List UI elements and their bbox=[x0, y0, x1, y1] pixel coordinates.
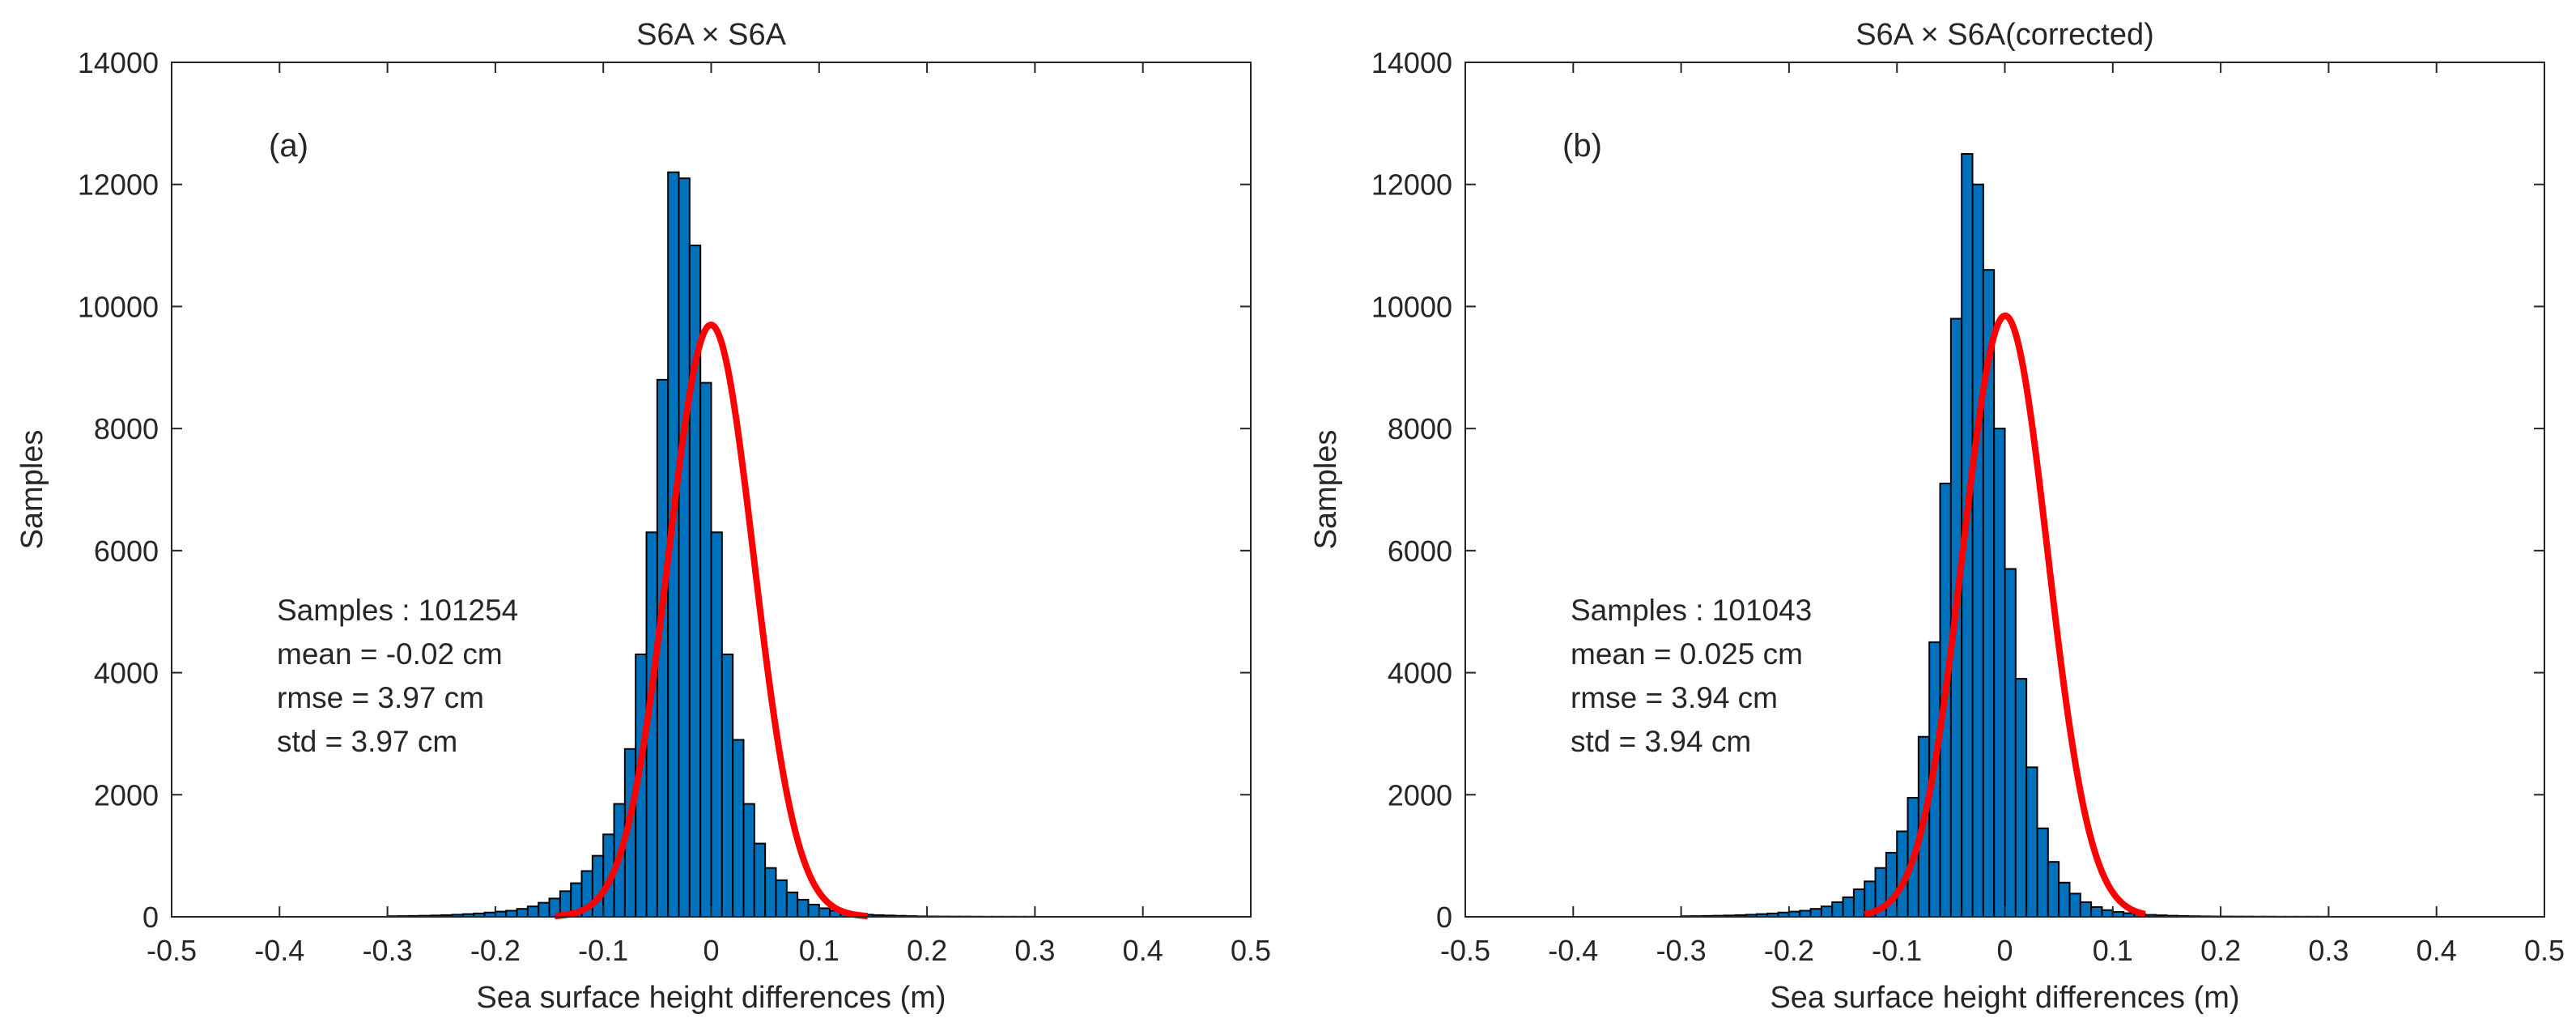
y-tick-label: 12000 bbox=[78, 168, 159, 202]
y-tick-label: 2000 bbox=[1388, 778, 1452, 812]
y-tick-label: 6000 bbox=[94, 535, 159, 568]
stats-mean-a: mean = -0.02 cm bbox=[277, 637, 503, 671]
x-axis-label-b: Sea surface height differences (m) bbox=[1770, 981, 2239, 1015]
y-tick-label: 6000 bbox=[1388, 535, 1452, 568]
stats-std-a: std = 3.97 cm bbox=[277, 725, 457, 758]
x-tick-label: 0.5 bbox=[2524, 934, 2565, 967]
y-tick-label: 10000 bbox=[78, 290, 159, 323]
stats-rmse-a: rmse = 3.97 cm bbox=[277, 681, 484, 714]
x-tick-label: 0.4 bbox=[1123, 934, 1163, 967]
y-tick-label: 10000 bbox=[1371, 290, 1452, 323]
x-tick-label: -0.1 bbox=[578, 934, 628, 967]
histogram-bar bbox=[807, 903, 820, 918]
histogram-bar bbox=[2079, 901, 2093, 918]
y-tick-label: 8000 bbox=[1388, 412, 1452, 445]
histogram-bar bbox=[538, 901, 550, 918]
x-tick-label: 0.1 bbox=[799, 934, 840, 967]
x-axis-label-a: Sea surface height differences (m) bbox=[476, 981, 946, 1015]
histogram-bar bbox=[526, 905, 540, 918]
histogram-bar bbox=[818, 907, 831, 918]
axis-ticks-b: -0.5 -0.4 -0.3 -0.2 -0.1 0 0.1 0.2 0.3 0.4 0.5 0 200… bbox=[1371, 46, 2565, 967]
histogram-bar bbox=[699, 381, 712, 918]
x-tick-label: 0.3 bbox=[2308, 934, 2349, 967]
y-tick-label: 14000 bbox=[1371, 46, 1452, 79]
y-axis-label-a: Samples bbox=[15, 430, 49, 550]
histogram-bar bbox=[1842, 896, 1855, 918]
x-tick-label: -0.1 bbox=[1872, 934, 1922, 967]
gaussian-fit-line-b bbox=[1862, 312, 2148, 918]
histogram-panel-b: -0.5 -0.4 -0.3 -0.2 -0.1 0 0.1 0.2 0.3 0.4 0.5 0 200… bbox=[1309, 18, 2565, 1015]
histogram-bar bbox=[721, 653, 734, 918]
histogram-bar bbox=[1852, 888, 1866, 918]
histogram-bar bbox=[775, 879, 788, 918]
x-tick-label: -0.4 bbox=[254, 934, 304, 967]
histogram-bar bbox=[2026, 766, 2038, 918]
histogram-bar bbox=[516, 908, 529, 918]
stats-samples-a: Samples : 101254 bbox=[277, 594, 518, 627]
y-axis-label-b: Samples bbox=[1309, 430, 1343, 550]
y-tick-label: 4000 bbox=[1388, 657, 1452, 690]
y-tick-label: 0 bbox=[142, 901, 159, 934]
x-tick-label: -0.2 bbox=[1764, 934, 1814, 967]
histogram-bar bbox=[764, 867, 777, 918]
y-tick-label: 2000 bbox=[94, 778, 159, 812]
histogram-panel-a: -0.5 -0.4 -0.3 -0.2 -0.1 0 0.1 0.2 0.3 0.4 0.5 0 200… bbox=[15, 18, 1271, 1015]
histogram-bar bbox=[2101, 909, 2114, 918]
x-tick-label: -0.2 bbox=[470, 934, 521, 967]
histogram-bar bbox=[732, 739, 745, 918]
histogram-bars-b bbox=[1680, 153, 2330, 918]
histogram-bar bbox=[678, 177, 691, 918]
histogram-bar bbox=[753, 842, 767, 918]
histogram-bar bbox=[1809, 908, 1822, 918]
histogram-bar bbox=[1799, 910, 1812, 918]
histogram-bar bbox=[2014, 678, 2028, 918]
stats-samples-b: Samples : 101043 bbox=[1571, 594, 1812, 627]
y-tick-label: 12000 bbox=[1371, 168, 1452, 202]
y-tick-label: 14000 bbox=[78, 46, 159, 79]
y-tick-label: 0 bbox=[1436, 901, 1452, 934]
x-tick-label: 0.1 bbox=[2093, 934, 2133, 967]
x-tick-label: -0.5 bbox=[1440, 934, 1490, 967]
axis-ticks-a: -0.5 -0.4 -0.3 -0.2 -0.1 0 0.1 0.2 0.3 0.4 0.5 0 200… bbox=[78, 46, 1271, 967]
histogram-bar bbox=[785, 891, 799, 918]
x-tick-label: 0 bbox=[703, 934, 719, 967]
histogram-bar bbox=[1971, 183, 1984, 918]
x-tick-label: 0.2 bbox=[2200, 934, 2241, 967]
histogram-bar bbox=[797, 898, 810, 918]
histogram-bar bbox=[505, 910, 518, 918]
x-tick-label: 0.2 bbox=[907, 934, 947, 967]
x-tick-label: -0.3 bbox=[363, 934, 413, 967]
x-tick-label: -0.3 bbox=[1656, 934, 1707, 967]
chart-title-a: S6A × S6A bbox=[636, 18, 787, 52]
x-tick-label: -0.5 bbox=[147, 934, 197, 967]
x-tick-label: 0.4 bbox=[2417, 934, 2457, 967]
x-tick-label: 0.5 bbox=[1231, 934, 1271, 967]
histogram-bar bbox=[2004, 568, 2017, 918]
histogram-bar bbox=[591, 854, 605, 918]
y-tick-label: 8000 bbox=[94, 412, 159, 445]
panel-label-a: (a) bbox=[269, 128, 308, 164]
stats-std-b: std = 3.94 cm bbox=[1571, 725, 1751, 758]
histogram-bar bbox=[2068, 893, 2081, 918]
histogram-bar bbox=[710, 531, 723, 918]
x-tick-label: -0.4 bbox=[1548, 934, 1598, 967]
histogram-bar bbox=[2036, 827, 2049, 918]
histogram-bar bbox=[1820, 905, 1834, 918]
histogram-bar bbox=[1831, 901, 1844, 918]
histogram-bar bbox=[742, 803, 755, 918]
gaussian-fit-line-a bbox=[553, 322, 869, 920]
histogram-bar bbox=[2058, 881, 2071, 918]
histogram-bar bbox=[2090, 905, 2103, 918]
y-tick-label: 4000 bbox=[94, 657, 159, 690]
histogram-bar bbox=[2047, 861, 2060, 918]
histogram-bar bbox=[1993, 428, 2006, 918]
panel-label-b: (b) bbox=[1562, 128, 1602, 164]
x-tick-label: 0 bbox=[1996, 934, 2013, 967]
x-tick-label: 0.3 bbox=[1014, 934, 1055, 967]
chart-title-b: S6A × S6A(corrected) bbox=[1855, 18, 2154, 52]
stats-rmse-b: rmse = 3.94 cm bbox=[1571, 681, 1778, 714]
stats-mean-b: mean = 0.025 cm bbox=[1571, 637, 1803, 671]
